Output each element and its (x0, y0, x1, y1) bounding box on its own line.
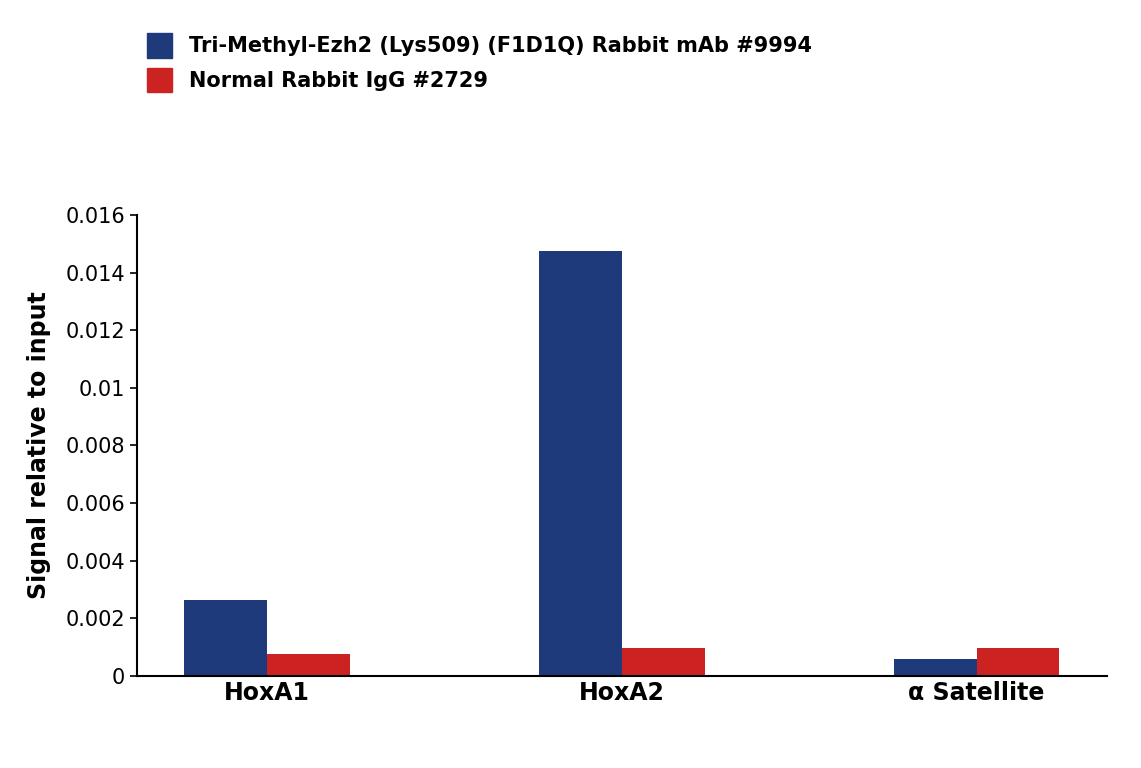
Bar (184, 600, 267, 676)
Bar (977, 648, 1060, 676)
Bar (622, 648, 705, 676)
Y-axis label: Signal relative to input: Signal relative to input (27, 292, 51, 599)
Bar (267, 654, 350, 676)
Bar (539, 251, 622, 676)
Legend: Tri-Methyl-Ezh2 (Lys509) (F1D1Q) Rabbit mAb #9994, Normal Rabbit IgG #2729: Tri-Methyl-Ezh2 (Lys509) (F1D1Q) Rabbit … (147, 34, 812, 92)
Bar (893, 659, 977, 676)
